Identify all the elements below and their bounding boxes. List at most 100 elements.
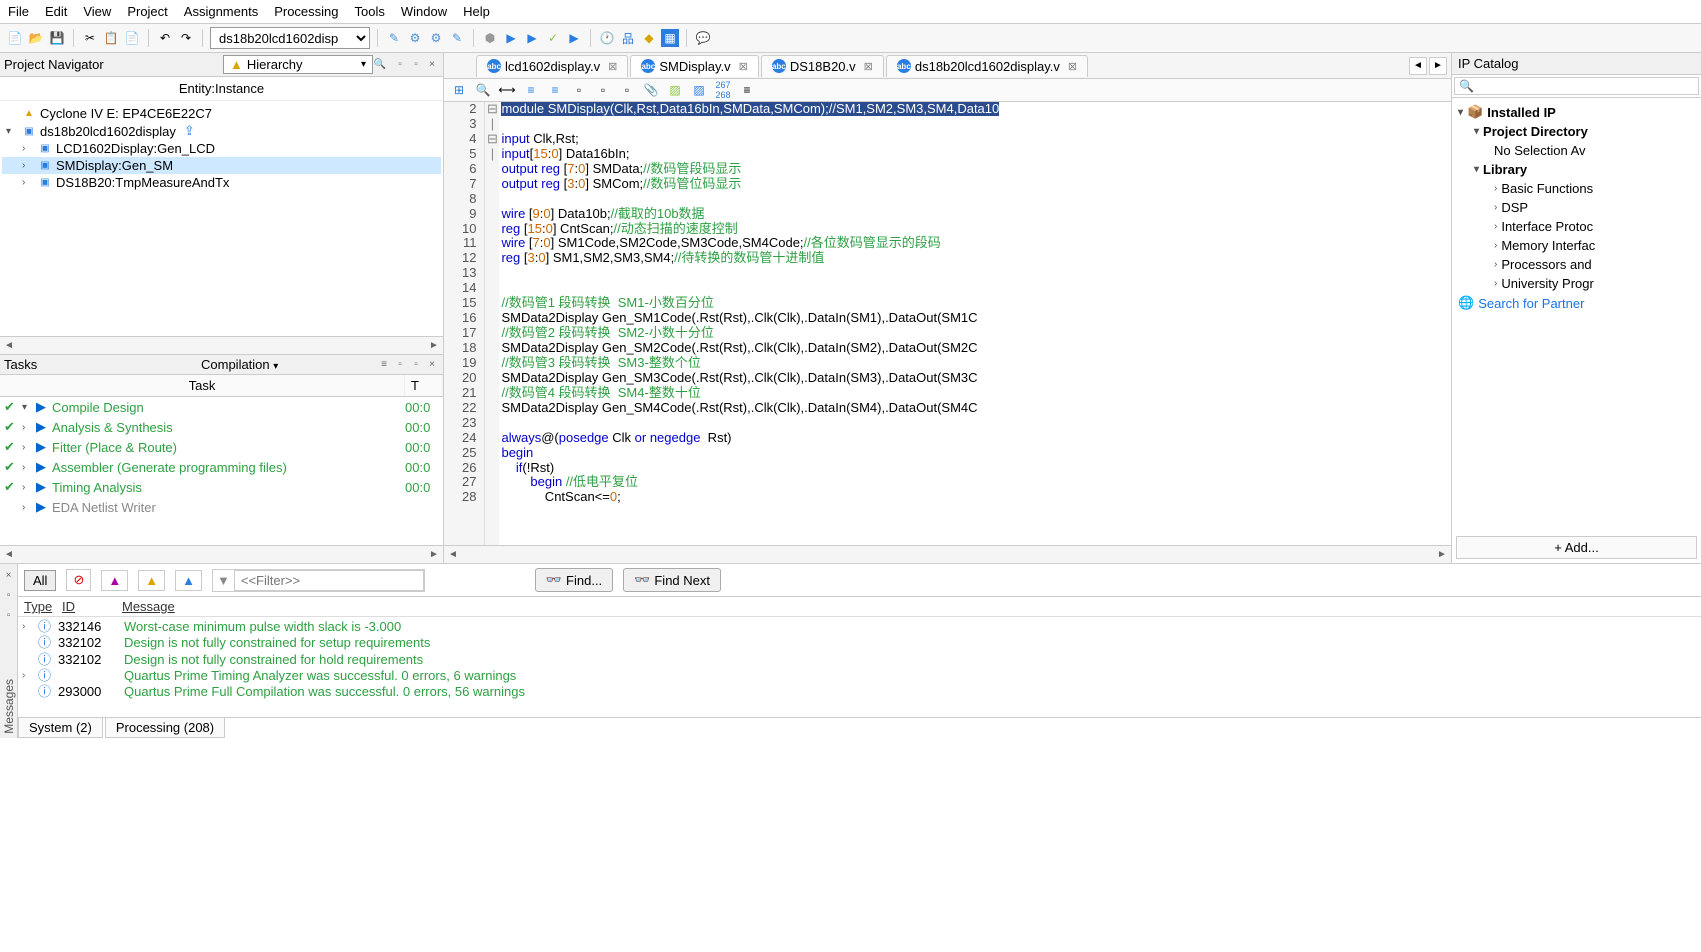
close-icon[interactable]: ⊠ bbox=[1068, 60, 1077, 73]
scroll-left-icon[interactable]: ◄ bbox=[444, 549, 462, 560]
msg-tab-processing[interactable]: Processing (208) bbox=[105, 718, 225, 738]
tree-item[interactable]: ▲Cyclone IV E: EP4CE6E22C7 bbox=[2, 105, 441, 122]
tasks-close-icon[interactable]: × bbox=[425, 358, 439, 372]
editor-tab[interactable]: abcSMDisplay.v⊠ bbox=[630, 55, 759, 77]
tool1-icon[interactable]: ✎ bbox=[385, 29, 403, 47]
close-icon[interactable]: ⊠ bbox=[864, 60, 873, 73]
find-next-button[interactable]: 👓 Find Next bbox=[623, 568, 721, 592]
ed-t8-icon[interactable]: 📎 bbox=[642, 81, 660, 99]
messages-all-button[interactable]: All bbox=[24, 570, 56, 591]
message-row[interactable]: ⓘ293000Quartus Prime Full Compilation wa… bbox=[22, 684, 1697, 700]
play2-icon[interactable]: ▶ bbox=[523, 29, 541, 47]
message-row[interactable]: ›ⓘ332146Worst-case minimum pulse width s… bbox=[22, 619, 1697, 635]
ip-tree-item[interactable]: No Selection Av bbox=[1454, 141, 1699, 160]
menu-window[interactable]: Window bbox=[401, 4, 447, 19]
tool6-icon[interactable]: ▶ bbox=[565, 29, 583, 47]
menu-assignments[interactable]: Assignments bbox=[184, 4, 258, 19]
tree-item[interactable]: ›▣DS18B20:TmpMeasureAndTx bbox=[2, 174, 441, 191]
message-row[interactable]: ⓘ332102Design is not fully constrained f… bbox=[22, 635, 1697, 651]
menu-project[interactable]: Project bbox=[127, 4, 167, 19]
nav-mode-combo[interactable]: ▲ Hierarchy ▾ bbox=[223, 55, 373, 74]
ip-search-input[interactable] bbox=[1454, 77, 1699, 95]
scroll-left-icon[interactable]: ◄ bbox=[0, 549, 18, 560]
tool3-icon[interactable]: ⚙ bbox=[427, 29, 445, 47]
nav-close-icon[interactable]: × bbox=[425, 58, 439, 72]
editor-tab[interactable]: abcds18b20lcd1602display.v⊠ bbox=[886, 55, 1088, 77]
menu-processing[interactable]: Processing bbox=[274, 4, 338, 19]
menu-help[interactable]: Help bbox=[463, 4, 490, 19]
tab-next-icon[interactable]: ► bbox=[1429, 57, 1447, 75]
find-button[interactable]: 👓 Find... bbox=[535, 568, 613, 592]
ip-tree-item[interactable]: ›Memory Interfac bbox=[1454, 236, 1699, 255]
ip-tree-item[interactable]: ›University Progr bbox=[1454, 274, 1699, 293]
scroll-right-icon[interactable]: ► bbox=[425, 549, 443, 560]
stop-icon[interactable]: ⬢ bbox=[481, 29, 499, 47]
redo-icon[interactable]: ↷ bbox=[177, 29, 195, 47]
messages-warning-icon[interactable]: ▲ bbox=[138, 570, 165, 591]
chip-icon[interactable]: 品 bbox=[619, 29, 637, 47]
editor-tab[interactable]: abclcd1602display.v⊠ bbox=[476, 55, 628, 77]
tab-prev-icon[interactable]: ◄ bbox=[1409, 57, 1427, 75]
nav-search-icon[interactable]: 🔍 bbox=[373, 58, 387, 72]
msg-close-icon[interactable]: × bbox=[2, 568, 16, 582]
tool5-icon[interactable]: ✓ bbox=[544, 29, 562, 47]
ed-t3-icon[interactable]: ≡ bbox=[522, 81, 540, 99]
message-row[interactable]: ⓘ332102Design is not fully constrained f… bbox=[22, 652, 1697, 668]
menu-file[interactable]: File bbox=[8, 4, 29, 19]
undo-icon[interactable]: ↶ bbox=[156, 29, 174, 47]
ed-t11-icon[interactable]: 267268 bbox=[714, 81, 732, 99]
close-icon[interactable]: ⊠ bbox=[739, 60, 748, 73]
ip-tree-item[interactable]: ›Basic Functions bbox=[1454, 179, 1699, 198]
paste-icon[interactable]: 📄 bbox=[123, 29, 141, 47]
editor-hscroll[interactable]: ◄ ► bbox=[444, 545, 1451, 563]
menu-view[interactable]: View bbox=[83, 4, 111, 19]
add-button[interactable]: + Add... bbox=[1456, 536, 1697, 559]
scroll-right-icon[interactable]: ► bbox=[1433, 549, 1451, 560]
open-icon[interactable]: 📂 bbox=[27, 29, 45, 47]
scroll-right-icon[interactable]: ► bbox=[425, 340, 443, 351]
copy-icon[interactable]: 📋 bbox=[102, 29, 120, 47]
tree-item[interactable]: ›▣LCD1602Display:Gen_LCD bbox=[2, 140, 441, 157]
menu-edit[interactable]: Edit bbox=[45, 4, 67, 19]
ip-tree-item[interactable]: 🌐Search for Partner bbox=[1454, 293, 1699, 313]
tasks-i3-icon[interactable]: ▫ bbox=[409, 358, 423, 372]
tool8-icon[interactable]: ▦ bbox=[661, 29, 679, 47]
nav-i2-icon[interactable]: ▫ bbox=[409, 58, 423, 72]
ed-t7-icon[interactable]: ▫ bbox=[618, 81, 636, 99]
clock-icon[interactable]: 🕐 bbox=[598, 29, 616, 47]
ed-t10-icon[interactable]: ▨ bbox=[690, 81, 708, 99]
task-row[interactable]: ✔›▶Timing Analysis00:0 bbox=[0, 477, 443, 497]
messages-tab-label[interactable]: Messages bbox=[2, 679, 16, 734]
tasks-i2-icon[interactable]: ▫ bbox=[393, 358, 407, 372]
close-icon[interactable]: ⊠ bbox=[608, 60, 617, 73]
menu-tools[interactable]: Tools bbox=[355, 4, 385, 19]
messages-critical-icon[interactable]: ▲ bbox=[101, 570, 128, 591]
ip-tree-item[interactable]: ›Processors and bbox=[1454, 255, 1699, 274]
ip-tree-item[interactable]: ›DSP bbox=[1454, 198, 1699, 217]
task-row[interactable]: ›▶EDA Netlist Writer bbox=[0, 497, 443, 517]
ed-t1-icon[interactable]: ⊞ bbox=[450, 81, 468, 99]
save-icon[interactable]: 💾 bbox=[48, 29, 66, 47]
ed-t4-icon[interactable]: ≡ bbox=[546, 81, 564, 99]
task-row[interactable]: ✔›▶Analysis & Synthesis00:0 bbox=[0, 417, 443, 437]
task-row[interactable]: ✔›▶Assembler (Generate programming files… bbox=[0, 457, 443, 477]
tasks-i1-icon[interactable]: ≡ bbox=[377, 358, 391, 372]
ed-t2-icon[interactable]: ⟷ bbox=[498, 81, 516, 99]
messages-filter-input[interactable] bbox=[234, 570, 424, 591]
messages-error-icon[interactable]: ⊘ bbox=[66, 569, 91, 591]
tree-item[interactable]: ›▣SMDisplay:Gen_SM bbox=[2, 157, 441, 174]
tasks-mode-combo[interactable]: Compilation ▾ bbox=[201, 357, 371, 372]
task-row[interactable]: ✔▾▶Compile Design00:0 bbox=[0, 397, 443, 417]
ip-tree-item[interactable]: ▾📦Installed IP bbox=[1454, 102, 1699, 122]
ed-find-icon[interactable]: 🔍 bbox=[474, 81, 492, 99]
ip-tree-item[interactable]: ▾Project Directory bbox=[1454, 122, 1699, 141]
ed-t5-icon[interactable]: ▫ bbox=[570, 81, 588, 99]
play-icon[interactable]: ▶ bbox=[502, 29, 520, 47]
msg-tab-system[interactable]: System (2) bbox=[18, 718, 103, 738]
scroll-left-icon[interactable]: ◄ bbox=[0, 340, 18, 351]
ip-tree-item[interactable]: ›Interface Protoc bbox=[1454, 217, 1699, 236]
ed-t9-icon[interactable]: ▨ bbox=[666, 81, 684, 99]
tool4-icon[interactable]: ✎ bbox=[448, 29, 466, 47]
project-combo[interactable]: ds18b20lcd1602disp bbox=[210, 27, 370, 49]
new-icon[interactable]: 📄 bbox=[6, 29, 24, 47]
